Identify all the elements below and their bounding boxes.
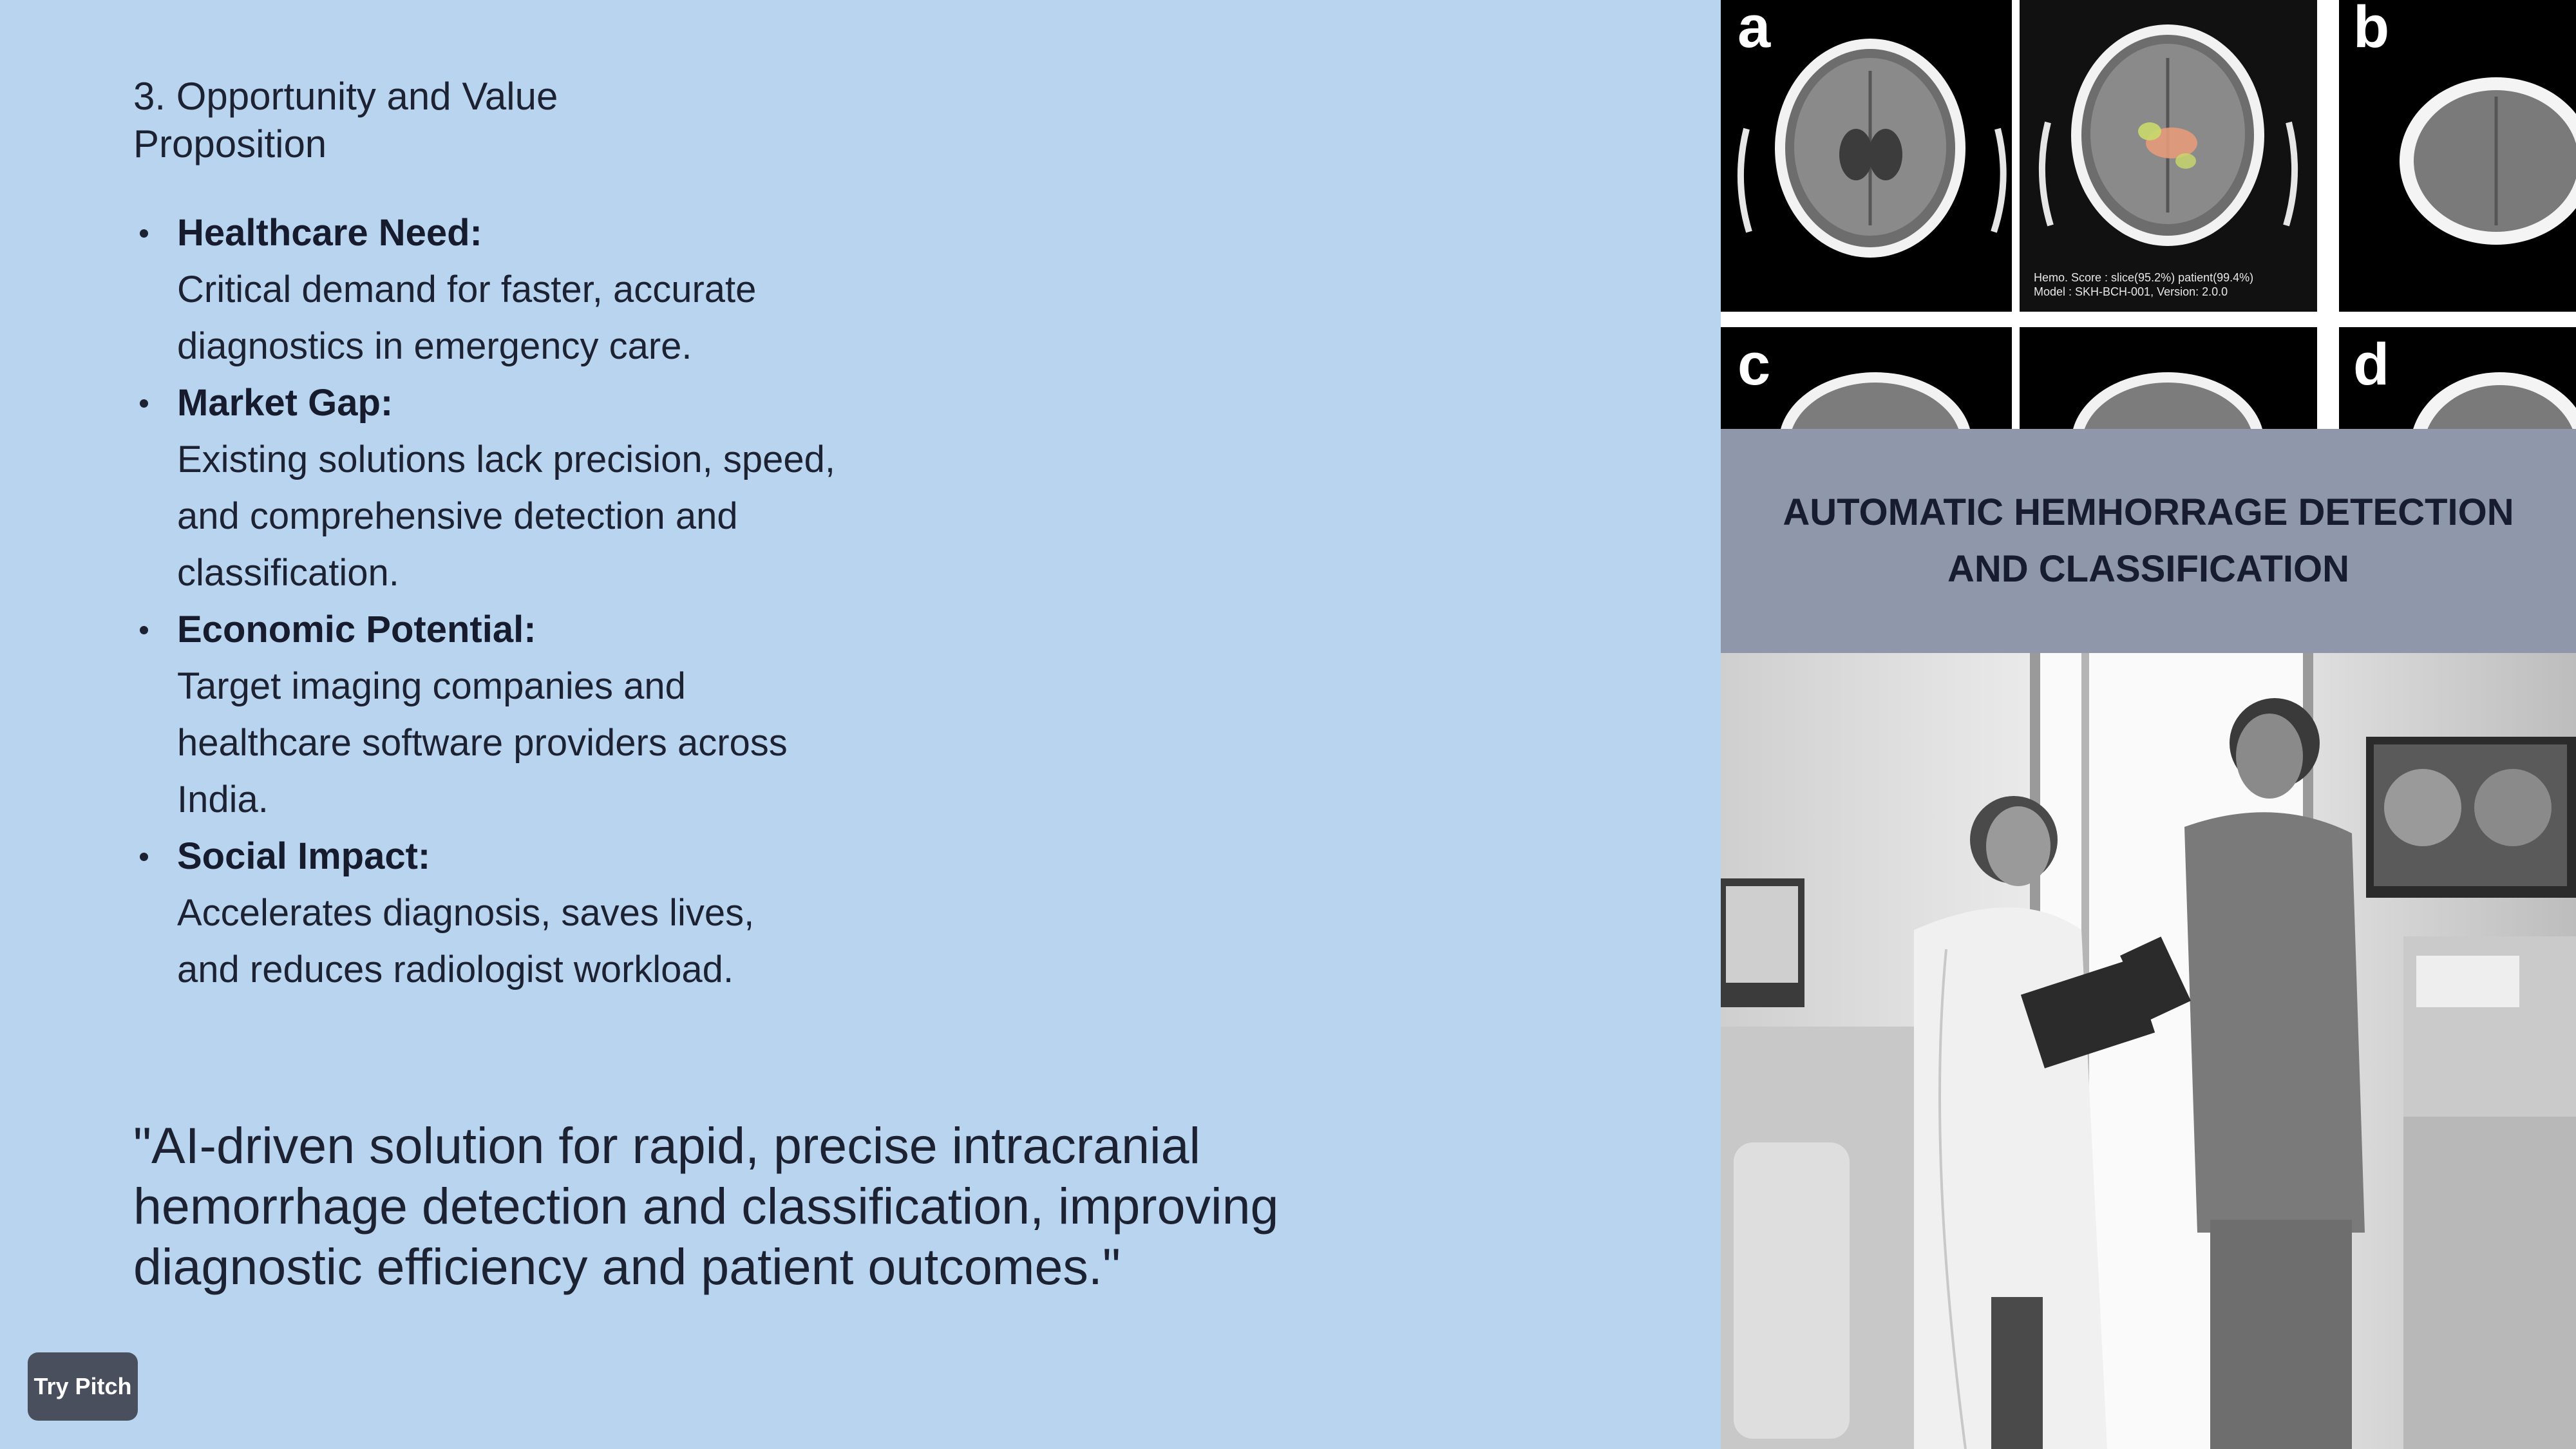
bullet-list: Healthcare Need: Critical demand for fas… xyxy=(133,205,906,998)
value-proposition-quote: "AI-driven solution for rapid, precise i… xyxy=(133,1117,1279,1295)
bullet-body: Critical demand for faster, accurate dia… xyxy=(177,269,757,367)
right-panel: a Hemo. Score : slice(95.2%) patient(99.… xyxy=(1721,0,2576,1449)
bullet-heading: Market Gap: xyxy=(177,382,393,424)
doctors-consultation-image xyxy=(1721,653,2576,1449)
figure-label-b: b xyxy=(2353,0,2390,60)
bullet-dot-icon xyxy=(140,399,148,408)
ct-scan-tile-a-overlay: Hemo. Score : slice(95.2%) patient(99.4%… xyxy=(2020,0,2317,312)
section-title: 3. Opportunity and Value Proposition xyxy=(133,75,558,166)
doctors-photo xyxy=(1721,653,2576,1449)
figure-label-d: d xyxy=(2353,332,2390,397)
bullet-heading: Social Impact: xyxy=(177,835,431,877)
bullet-dot-icon xyxy=(140,853,148,861)
bullet-item: Social Impact: Accelerates diagnosis, sa… xyxy=(133,828,906,998)
bullet-heading: Economic Potential: xyxy=(177,609,536,650)
bullet-dot-icon xyxy=(140,626,148,634)
brain-ct-image xyxy=(2073,372,2262,429)
bullet-body: Accelerates diagnosis, saves lives, and … xyxy=(177,892,755,990)
bullet-item: Healthcare Need: Critical demand for fas… xyxy=(133,205,906,375)
ct-scan-figure: a Hemo. Score : slice(95.2%) patient(99.… xyxy=(1721,0,2576,429)
ct-scan-tile-b: b xyxy=(2339,0,2576,312)
try-pitch-button[interactable]: Try Pitch xyxy=(28,1352,138,1421)
brain-ct-hemorrhage-image xyxy=(2038,24,2298,246)
brain-ct-image xyxy=(2413,372,2576,429)
scan-caption-line1: Hemo. Score : slice(95.2%) patient(99.4%… xyxy=(2034,271,2254,284)
slide-content: 3. Opportunity and Value Proposition Hea… xyxy=(28,75,1279,1421)
bullet-item: Market Gap: Existing solutions lack prec… xyxy=(133,375,906,601)
scan-caption-line2: Model : SKH-BCH-001, Version: 2.0.0 xyxy=(2034,285,2228,298)
bullet-dot-icon xyxy=(140,229,148,238)
ct-scan-tile-a: a xyxy=(1721,0,2012,312)
project-title: AUTOMATIC HEMHORRAGE DETECTION AND CLASS… xyxy=(1783,491,2514,590)
ct-scan-tile-c-overlay xyxy=(2020,327,2317,429)
bullet-item: Economic Potential: Target imaging compa… xyxy=(133,601,906,828)
right-title-band: AUTOMATIC HEMHORRAGE DETECTION AND CLASS… xyxy=(1721,429,2576,653)
ct-scan-tile-d: d xyxy=(2339,327,2576,429)
brain-ct-image xyxy=(1737,39,2007,258)
brain-ct-image xyxy=(1781,372,1970,429)
bullet-body: Existing solutions lack precision, speed… xyxy=(177,439,835,594)
ct-scan-tile-c: c xyxy=(1721,327,2012,429)
figure-label-a: a xyxy=(1738,0,1771,60)
brain-ct-image xyxy=(2400,77,2576,245)
figure-label-c: c xyxy=(1738,332,1771,397)
bullet-body: Target imaging companies and healthcare … xyxy=(177,665,788,820)
bullet-heading: Healthcare Need: xyxy=(177,212,482,254)
